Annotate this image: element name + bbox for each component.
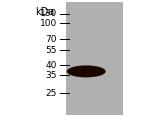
Text: kDa: kDa bbox=[35, 7, 55, 17]
Bar bbox=[66, 2, 123, 115]
Text: 70: 70 bbox=[45, 35, 57, 44]
Ellipse shape bbox=[67, 65, 106, 77]
Text: 40: 40 bbox=[46, 61, 57, 70]
Text: 35: 35 bbox=[45, 71, 57, 79]
Text: 25: 25 bbox=[46, 89, 57, 97]
Text: 55: 55 bbox=[45, 46, 57, 55]
Text: 100: 100 bbox=[40, 19, 57, 28]
Text: 130: 130 bbox=[40, 9, 57, 18]
